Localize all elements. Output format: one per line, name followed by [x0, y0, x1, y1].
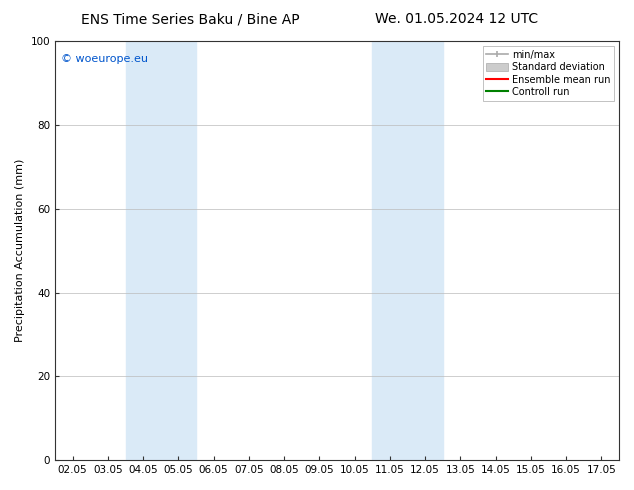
Text: We. 01.05.2024 12 UTC: We. 01.05.2024 12 UTC: [375, 12, 538, 26]
Bar: [372, 41, 443, 460]
Legend: min/max, Standard deviation, Ensemble mean run, Controll run: min/max, Standard deviation, Ensemble me…: [482, 46, 614, 101]
Text: © woeurope.eu: © woeurope.eu: [61, 53, 148, 64]
Y-axis label: Precipitation Accumulation (mm): Precipitation Accumulation (mm): [15, 159, 25, 343]
Text: ENS Time Series Baku / Bine AP: ENS Time Series Baku / Bine AP: [81, 12, 299, 26]
Bar: [126, 41, 196, 460]
